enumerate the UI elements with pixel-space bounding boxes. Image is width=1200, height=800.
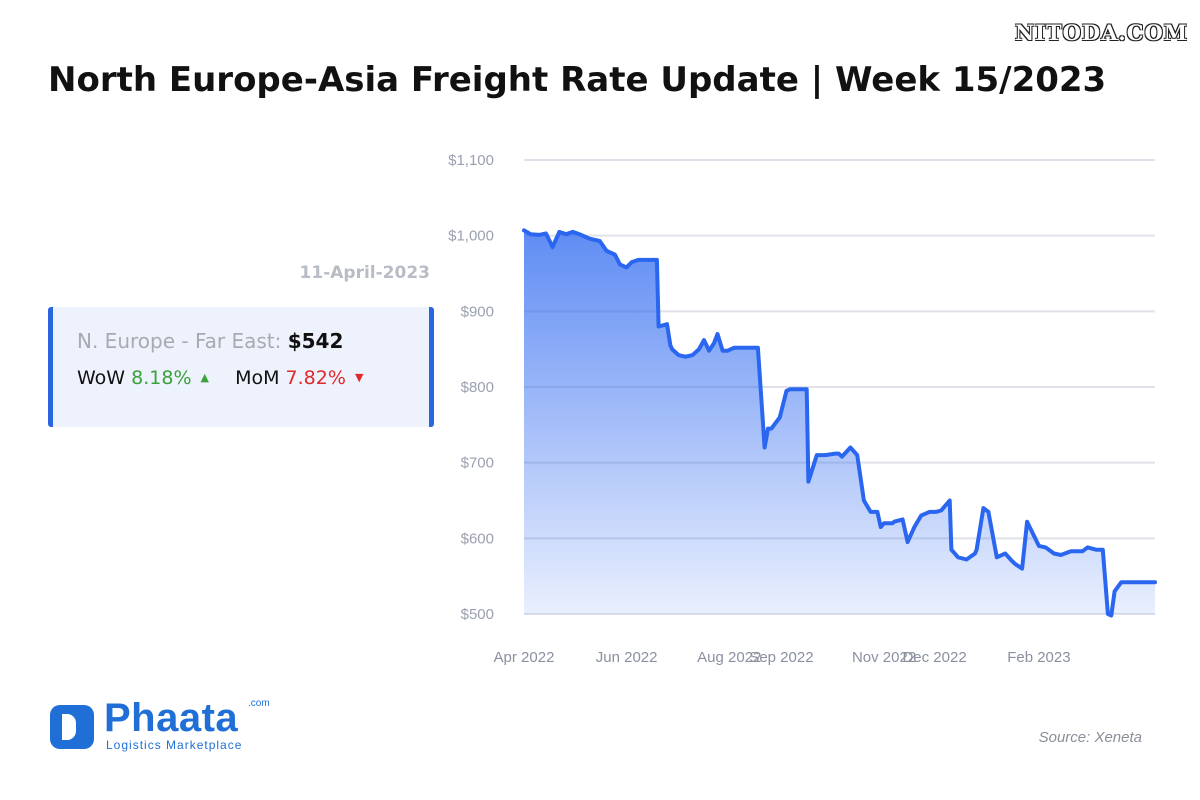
y-tick-label: $700 <box>461 455 494 472</box>
y-tick-label: $900 <box>461 303 494 320</box>
route-price: $542 <box>287 329 344 353</box>
phaata-logo: Phaata .com Logistics Marketplace <box>50 696 280 760</box>
x-tick-label: Feb 2023 <box>1007 649 1070 666</box>
x-tick-label: Jun 2022 <box>596 649 658 666</box>
y-tick-label: $500 <box>461 606 494 623</box>
date-label: 11-April-2023 <box>299 263 430 283</box>
x-tick-label: Sep 2022 <box>749 649 813 666</box>
triangle-up-icon: ▲ <box>200 371 210 384</box>
brand-com: .com <box>248 698 270 709</box>
wow-label: WoW <box>77 367 126 389</box>
y-tick-label: $800 <box>461 379 494 396</box>
rate-info-card: N. Europe - Far East: $542 WoW 8.18% ▲ M… <box>48 307 434 427</box>
x-tick-label: Aug 2022 <box>697 649 761 666</box>
series-line <box>522 228 1157 618</box>
x-tick-label: Apr 2022 <box>494 649 555 666</box>
phaata-logo-icon <box>50 705 94 749</box>
x-tick-label: Dec 2022 <box>902 649 966 666</box>
watermark: NITODA.COM <box>1014 20 1188 45</box>
wow-value: 8.18% <box>131 367 192 389</box>
brand-name: Phaata <box>104 696 239 740</box>
x-tick-label: Nov 2022 <box>852 649 916 666</box>
route-row: N. Europe - Far East: $542 <box>77 329 429 353</box>
mom-label: MoM <box>235 367 280 389</box>
y-tick-label: $600 <box>461 530 494 547</box>
route-label: N. Europe - Far East: <box>77 329 282 353</box>
series-area <box>524 230 1155 616</box>
page-title: North Europe-Asia Freight Rate Update | … <box>48 60 1107 100</box>
mom-value: 7.82% <box>285 367 346 389</box>
brand-tagline: Logistics Marketplace <box>106 738 243 752</box>
triangle-down-icon: ▼ <box>354 371 364 384</box>
source-note: Source: Xeneta <box>1038 729 1142 746</box>
y-tick-label: $1,100 <box>448 152 494 169</box>
change-row: WoW 8.18% ▲ MoM 7.82% ▼ <box>77 367 429 389</box>
y-tick-label: $1,000 <box>448 228 494 245</box>
